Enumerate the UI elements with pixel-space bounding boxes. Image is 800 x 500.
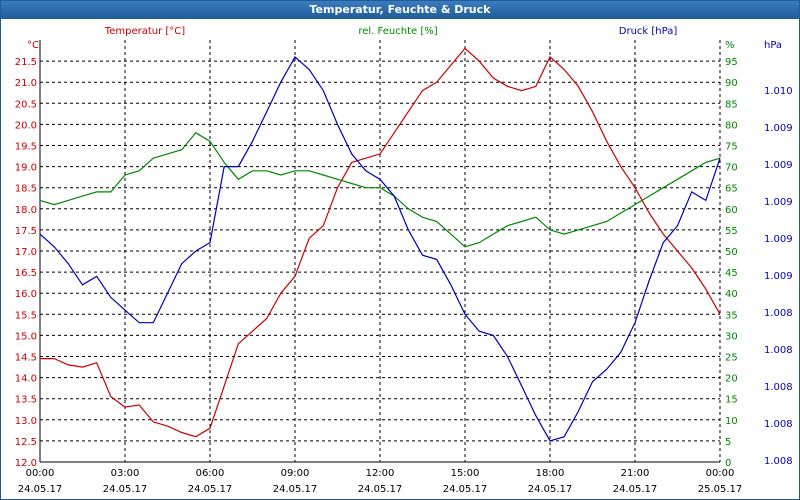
x-tick-time-label: 09:00	[281, 468, 310, 479]
temperature-tick-label: 12.5	[15, 437, 37, 448]
window-title: Temperatur, Feuchte & Druck	[1, 1, 799, 19]
temperature-tick-label: 13.0	[15, 416, 37, 427]
x-tick-date-label: 24.05.17	[358, 484, 403, 495]
pressure-tick-label: 1.009	[764, 123, 793, 134]
temperature-tick-label: 20.0	[15, 120, 37, 131]
x-tick-date-label: 24.05.17	[443, 484, 488, 495]
temperature-tick-label: 14.0	[15, 374, 37, 385]
temperature-tick-label: 16.0	[15, 289, 37, 300]
chart-grid	[39, 40, 721, 463]
temperature-unit-label: °C	[27, 40, 39, 51]
humidity-axis-title: rel. Feuchte [%]	[358, 26, 437, 37]
x-tick-date-label: 24.05.17	[103, 484, 148, 495]
temperature-tick-label: 19.5	[15, 142, 37, 153]
pressure-tick-label: 1.009	[764, 234, 793, 245]
pressure-tick-label: 1.008	[764, 419, 793, 430]
temperature-tick-label: 17.0	[15, 247, 37, 258]
y-axis-ticks: 12.0 12.5 13.0 13.5 14.0 14.5 15.0 15.5 16.0 16.5…	[15, 57, 793, 469]
temperature-tick-label: 18.0	[15, 205, 37, 216]
x-tick-date-label: 24.05.17	[188, 484, 233, 495]
pressure-unit-label: hPa	[764, 40, 782, 51]
x-tick-date-label: 24.05.17	[273, 484, 318, 495]
pressure-tick-label: 1.009	[764, 160, 793, 171]
temperature-tick-label: 16.5	[15, 268, 37, 279]
x-tick-time-label: 21:00	[621, 468, 650, 479]
x-tick-date-label: 25.05.17	[698, 484, 743, 495]
humidity-tick-label: 5	[725, 437, 731, 448]
humidity-tick-label: 65	[725, 184, 738, 195]
temperature-tick-label: 13.5	[15, 395, 37, 406]
x-tick-time-label: 18:00	[536, 468, 565, 479]
x-tick-time-label: 00:00	[706, 468, 735, 479]
x-axis-ticks: 00:00 24.05.17 03:00 24.05.17 06:00 24.05.17 0…	[18, 468, 743, 495]
humidity-unit-label: %	[725, 40, 735, 51]
humidity-tick-label: 45	[725, 268, 738, 279]
pressure-tick-label: 1.009	[764, 197, 793, 208]
pressure-axis-title: Druck [hPa]	[619, 26, 678, 37]
temperature-tick-label: 15.0	[15, 331, 37, 342]
temperature-tick-label: 15.5	[15, 310, 37, 321]
temperature-tick-label: 21.5	[15, 57, 37, 68]
humidity-tick-label: 20	[725, 374, 738, 385]
temperature-tick-label: 21.0	[15, 78, 37, 89]
humidity-tick-label: 90	[725, 78, 738, 89]
humidity-tick-label: 50	[725, 247, 738, 258]
temperature-axis-title: Temperatur [°C]	[104, 26, 185, 37]
pressure-line	[39, 55, 721, 442]
humidity-tick-label: 10	[725, 416, 738, 427]
chart-lines	[39, 47, 721, 442]
humidity-tick-label: 0	[725, 458, 731, 469]
temperature-tick-label: 18.5	[15, 184, 37, 195]
humidity-tick-label: 80	[725, 120, 738, 131]
x-tick-time-label: 15:00	[451, 468, 480, 479]
temperature-line	[40, 47, 721, 438]
humidity-tick-label: 55	[725, 226, 738, 237]
humidity-tick-label: 40	[725, 289, 738, 300]
humidity-tick-label: 60	[725, 205, 738, 216]
temperature-tick-label: 19.0	[15, 163, 37, 174]
temperature-tick-label: 17.5	[15, 226, 37, 237]
humidity-tick-label: 30	[725, 331, 738, 342]
pressure-tick-label: 1.008	[764, 456, 793, 467]
humidity-tick-label: 95	[725, 57, 738, 68]
humidity-tick-label: 25	[725, 353, 738, 364]
humidity-tick-label: 15	[725, 395, 738, 406]
x-tick-date-label: 24.05.17	[528, 484, 573, 495]
humidity-tick-label: 35	[725, 310, 738, 321]
pressure-tick-label: 1.009	[764, 271, 793, 282]
humidity-tick-label: 70	[725, 163, 738, 174]
pressure-tick-label: 1.008	[764, 382, 793, 393]
x-tick-time-label: 12:00	[366, 468, 395, 479]
x-tick-date-label: 24.05.17	[18, 484, 63, 495]
humidity-line	[39, 132, 721, 248]
humidity-tick-label: 85	[725, 99, 738, 110]
x-tick-time-label: 00:00	[26, 468, 55, 479]
pressure-tick-label: 1.010	[764, 86, 793, 97]
x-tick-time-label: 03:00	[111, 468, 140, 479]
temperature-tick-label: 20.5	[15, 99, 37, 110]
pressure-tick-label: 1.008	[764, 308, 793, 319]
humidity-tick-label: 75	[725, 142, 738, 153]
temperature-tick-label: 14.5	[15, 353, 37, 364]
temperature-tick-label: 12.0	[15, 458, 37, 469]
pressure-tick-label: 1.008	[764, 345, 793, 356]
x-tick-date-label: 24.05.17	[613, 484, 658, 495]
x-tick-time-label: 06:00	[196, 468, 225, 479]
